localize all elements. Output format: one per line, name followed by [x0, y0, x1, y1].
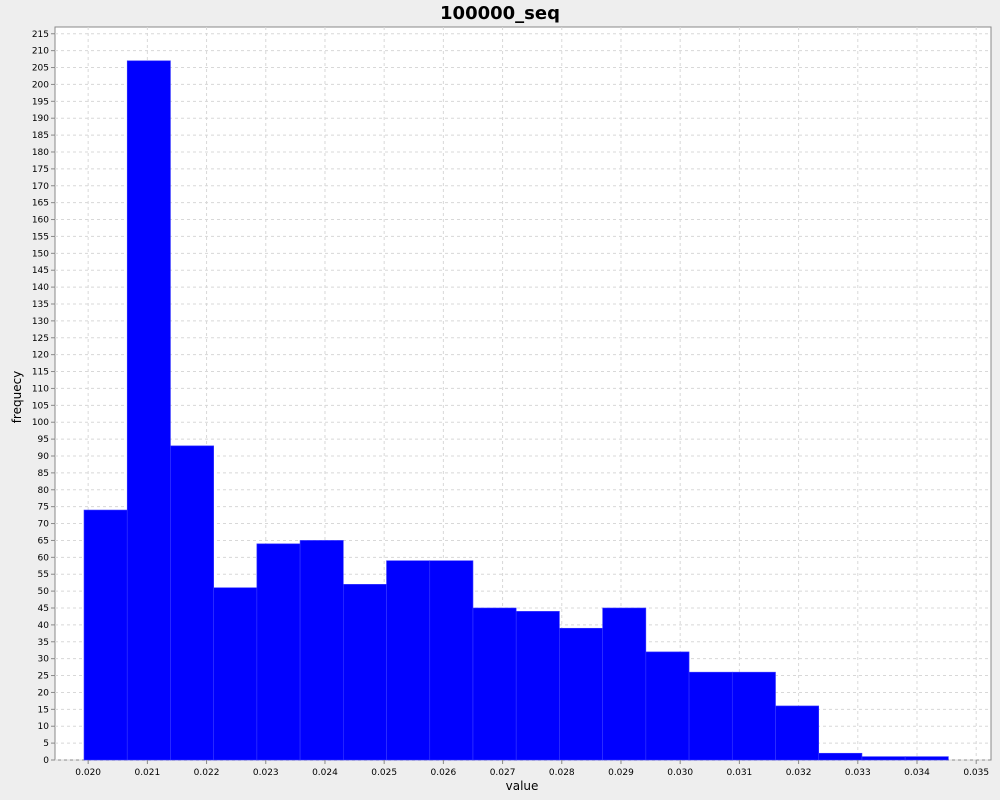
- histogram-bar: [904, 756, 949, 761]
- y-tick-label: 55: [38, 570, 49, 580]
- histogram-bar: [515, 611, 560, 761]
- y-axis: 0 5 10 15 20 25 30 35 40 45 50 55 60 65 70 75 80 85 90 95 10…: [32, 30, 55, 766]
- x-tick-label: 0.027: [490, 768, 516, 778]
- y-tick-label: 160: [32, 216, 49, 226]
- y-tick-label: 10: [38, 722, 50, 732]
- y-tick-label: 165: [32, 199, 49, 209]
- x-tick-label: 0.021: [134, 768, 160, 778]
- y-tick-label: 20: [38, 688, 50, 698]
- x-tick-label: 0.023: [253, 768, 279, 778]
- x-tick-label: 0.034: [904, 768, 930, 778]
- histogram-bar: [213, 587, 258, 761]
- y-tick-label: 50: [38, 587, 50, 597]
- x-axis: 0.020 0.021 0.022 0.023 0.024 0.025 0.026 0.027…: [75, 760, 989, 778]
- y-tick-label: 125: [32, 334, 49, 344]
- y-tick-label: 75: [38, 503, 49, 513]
- histogram-bar: [429, 560, 474, 761]
- y-tick-label: 115: [32, 368, 49, 378]
- histogram-bar: [126, 60, 171, 761]
- histogram-bar: [559, 627, 603, 761]
- y-tick-label: 135: [32, 300, 49, 310]
- x-tick-label: 0.031: [727, 768, 753, 778]
- y-tick-label: 25: [38, 672, 49, 682]
- y-tick-label: 190: [32, 114, 49, 124]
- histogram-bar: [343, 584, 387, 761]
- y-tick-label: 5: [43, 739, 49, 749]
- y-tick-label: 70: [38, 520, 50, 530]
- y-tick-label: 45: [38, 604, 49, 614]
- y-tick-label: 120: [32, 351, 49, 361]
- x-tick-label: 0.026: [430, 768, 456, 778]
- histogram-bar: [861, 756, 906, 761]
- y-tick-label: 130: [32, 317, 49, 327]
- y-tick-label: 150: [32, 249, 49, 259]
- x-tick-label: 0.024: [312, 768, 338, 778]
- y-tick-label: 105: [32, 401, 49, 411]
- histogram-bar: [688, 671, 733, 761]
- y-tick-label: 110: [32, 384, 49, 394]
- y-tick-label: 85: [38, 469, 49, 479]
- y-tick-label: 175: [32, 165, 49, 175]
- x-tick-label: 0.029: [608, 768, 634, 778]
- y-tick-label: 100: [32, 418, 49, 428]
- histogram-bar: [83, 509, 128, 761]
- bars: [83, 60, 949, 761]
- y-tick-label: 140: [32, 283, 49, 293]
- histogram-bar: [602, 607, 647, 761]
- histogram-bar: [472, 607, 517, 761]
- x-tick-label: 0.025: [371, 768, 397, 778]
- histogram-bar: [256, 543, 301, 761]
- histogram-bar: [170, 445, 214, 761]
- chart-title: 100000_seq: [440, 3, 560, 24]
- y-tick-label: 195: [32, 97, 49, 107]
- y-tick-label: 185: [32, 131, 49, 141]
- histogram-bar: [386, 560, 431, 761]
- histogram-bar: [731, 671, 776, 761]
- y-tick-label: 40: [38, 621, 50, 631]
- y-tick-label: 80: [38, 486, 50, 496]
- y-tick-label: 65: [38, 536, 49, 546]
- y-tick-label: 170: [32, 182, 49, 192]
- y-tick-label: 205: [32, 64, 49, 74]
- x-axis-label: value: [506, 779, 539, 793]
- y-tick-label: 0: [43, 756, 49, 766]
- x-tick-label: 0.030: [667, 768, 693, 778]
- histogram-bar: [645, 651, 690, 761]
- y-tick-label: 215: [32, 30, 49, 40]
- y-tick-label: 200: [32, 80, 49, 90]
- x-tick-label: 0.028: [549, 768, 575, 778]
- y-tick-label: 155: [32, 232, 49, 242]
- y-tick-label: 35: [38, 638, 49, 648]
- y-tick-label: 95: [38, 435, 49, 445]
- y-tick-label: 145: [32, 266, 49, 276]
- y-tick-label: 90: [38, 452, 50, 462]
- histogram-bar: [299, 540, 344, 761]
- histogram-bar: [818, 752, 863, 761]
- x-tick-label: 0.033: [845, 768, 871, 778]
- x-tick-label: 0.020: [75, 768, 101, 778]
- y-tick-label: 15: [38, 705, 49, 715]
- y-tick-label: 180: [32, 148, 49, 158]
- y-tick-label: 60: [38, 553, 50, 563]
- y-tick-label: 210: [32, 47, 49, 57]
- y-tick-label: 30: [38, 655, 50, 665]
- x-tick-label: 0.035: [963, 768, 989, 778]
- x-tick-label: 0.022: [194, 768, 220, 778]
- histogram-bar: [775, 705, 820, 761]
- y-axis-label: frequecy: [10, 371, 24, 424]
- x-tick-label: 0.032: [786, 768, 812, 778]
